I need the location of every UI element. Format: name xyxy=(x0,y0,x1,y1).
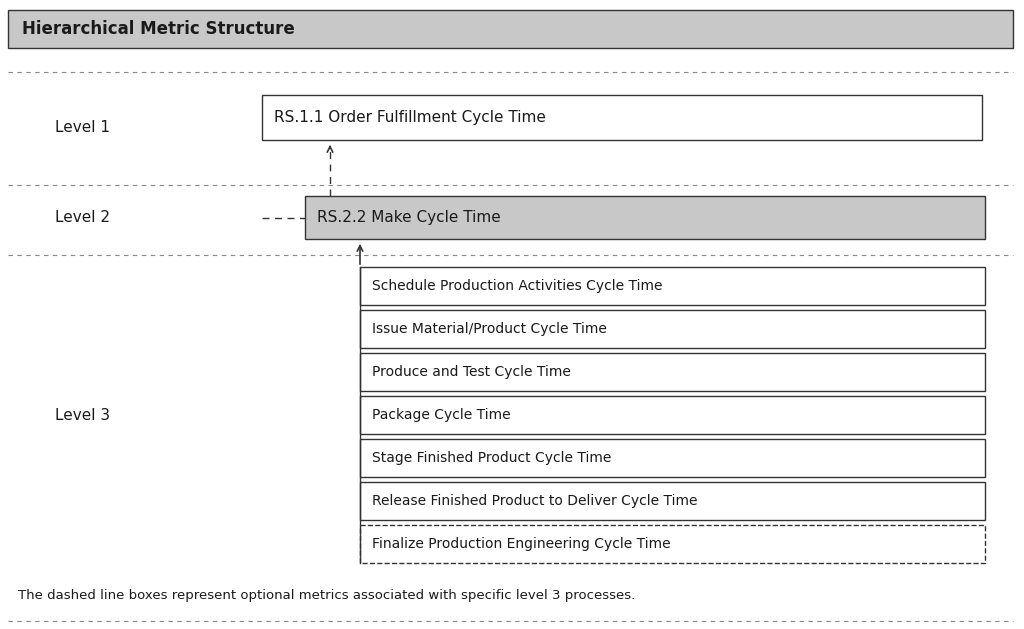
Text: RS.2.2 Make Cycle Time: RS.2.2 Make Cycle Time xyxy=(317,210,501,225)
Text: Stage Finished Product Cycle Time: Stage Finished Product Cycle Time xyxy=(372,451,611,465)
Bar xyxy=(360,353,985,391)
Bar xyxy=(262,95,982,140)
Text: Finalize Production Engineering Cycle Time: Finalize Production Engineering Cycle Ti… xyxy=(372,537,671,551)
Text: Release Finished Product to Deliver Cycle Time: Release Finished Product to Deliver Cycl… xyxy=(372,494,697,508)
Bar xyxy=(360,482,985,520)
Text: Schedule Production Activities Cycle Time: Schedule Production Activities Cycle Tim… xyxy=(372,279,663,293)
Bar xyxy=(360,310,985,348)
Bar xyxy=(8,10,1013,48)
Bar xyxy=(360,267,985,305)
Text: Issue Material/Product Cycle Time: Issue Material/Product Cycle Time xyxy=(372,322,607,336)
Bar xyxy=(360,525,985,563)
Text: Level 1: Level 1 xyxy=(55,121,110,135)
Bar xyxy=(305,196,985,239)
Text: Level 2: Level 2 xyxy=(55,211,110,226)
Bar xyxy=(360,439,985,477)
Text: Package Cycle Time: Package Cycle Time xyxy=(372,408,511,422)
Bar xyxy=(360,396,985,434)
Text: RS.1.1 Order Fulfillment Cycle Time: RS.1.1 Order Fulfillment Cycle Time xyxy=(274,110,546,125)
Text: Hierarchical Metric Structure: Hierarchical Metric Structure xyxy=(22,20,295,38)
Text: Produce and Test Cycle Time: Produce and Test Cycle Time xyxy=(372,365,570,379)
Text: Level 3: Level 3 xyxy=(55,408,111,423)
Text: The dashed line boxes represent optional metrics associated with specific level : The dashed line boxes represent optional… xyxy=(18,589,635,603)
